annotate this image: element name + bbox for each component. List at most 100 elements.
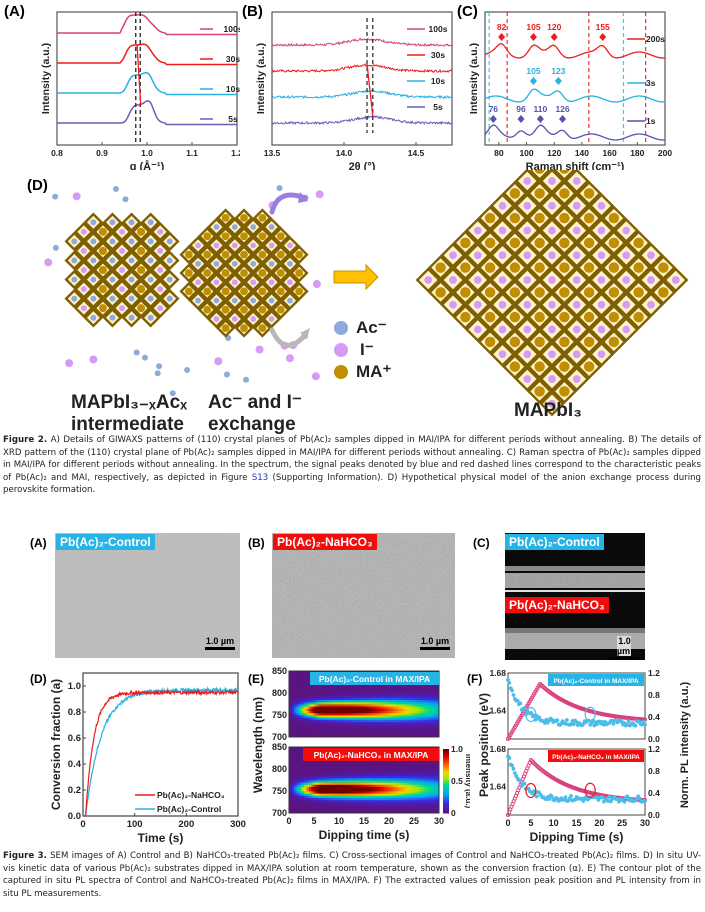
heatmap-cell — [319, 782, 322, 785]
subplot-tag: Pb(Ac)₂-NaHCO₃ in MAX/IPA — [314, 750, 429, 760]
heatmap-cell — [289, 762, 292, 765]
heatmap-cell — [359, 782, 362, 785]
heatmap-cell — [356, 699, 360, 703]
heatmap-cell — [369, 704, 372, 707]
heatmap-cell — [341, 766, 345, 770]
heatmap-cell — [419, 732, 422, 736]
heatmap-cell — [389, 697, 392, 700]
heatmap-cell — [429, 795, 432, 798]
colorbar-segment — [443, 755, 449, 758]
heatmap-cell — [326, 721, 330, 725]
heatmap-cell — [384, 688, 387, 692]
iodide-ion — [498, 350, 507, 359]
heatmap-cell — [396, 771, 400, 774]
heatmap-cell — [391, 708, 395, 711]
heatmap-cell — [376, 701, 380, 705]
heatmap-cell — [424, 775, 427, 779]
heatmap-cell — [301, 755, 305, 759]
heatmap-cell — [409, 706, 412, 709]
heatmap-cell — [426, 715, 430, 718]
heatmap-cell — [334, 769, 337, 772]
heatmap-cell — [434, 721, 437, 725]
heatmap-cell — [426, 795, 430, 798]
heatmap-cell — [331, 806, 335, 809]
heatmap-cell — [336, 802, 340, 805]
heatmap-cell — [299, 804, 302, 807]
heatmap-cell — [341, 686, 345, 689]
heatmap-cell — [409, 764, 412, 768]
heatmap-cell — [431, 721, 435, 725]
heatmap-cell — [344, 697, 347, 700]
heatmap-cell — [296, 747, 300, 750]
heatmap-cell — [311, 708, 315, 711]
heatmap-cell — [294, 753, 297, 757]
heatmap-cell — [324, 795, 327, 798]
heatmap-cell — [329, 693, 332, 696]
heatmap-cell — [384, 732, 387, 736]
heatmap-cell — [359, 788, 362, 792]
heatmap-cell — [374, 784, 377, 787]
heatmap-cell — [316, 717, 320, 720]
heatmap-cell — [381, 708, 385, 711]
heatmap-cell — [344, 693, 347, 696]
heatmap-cell — [329, 773, 332, 776]
acetate-ion — [243, 376, 250, 383]
heatmap-cell — [361, 695, 365, 698]
heatmap-cell — [396, 797, 400, 801]
heatmap-cell — [359, 708, 362, 711]
heatmap-cell — [356, 788, 360, 792]
colorbar-segment — [443, 787, 449, 790]
heatmap-cell — [424, 719, 427, 722]
heatmap-cell — [384, 726, 387, 729]
heatmap-cell — [356, 697, 360, 700]
heatmap-cell — [334, 708, 337, 711]
y-right-tick-label: 0.8 — [648, 766, 660, 776]
heatmap-cell — [369, 719, 372, 722]
heatmap-cell — [359, 699, 362, 703]
heatmap-cell — [354, 775, 357, 779]
heatmap-cell — [354, 799, 357, 803]
heatmap-cell — [394, 721, 397, 725]
heatmap-cell — [379, 701, 382, 705]
heatmap-cell — [369, 712, 372, 716]
ma-cation — [221, 324, 230, 333]
heatmap-cell — [371, 780, 375, 783]
heatmap-cell — [326, 771, 330, 774]
heatmap-cell — [396, 762, 400, 765]
heatmap-cell — [384, 791, 387, 794]
heatmap-cell — [359, 710, 362, 714]
acetate-ion — [195, 260, 201, 267]
heatmap-cell — [374, 795, 377, 798]
heatmap-cell — [396, 701, 400, 705]
series-line-30s — [57, 43, 237, 66]
heatmap-cell — [321, 810, 325, 814]
heatmap-cell — [354, 690, 357, 694]
heatmap-cell — [416, 710, 420, 714]
heatmap-cell — [324, 771, 327, 774]
heatmap-cell — [289, 686, 292, 689]
acetate-ion — [268, 297, 275, 304]
heatmap-cell — [339, 693, 342, 696]
heatmap-cell — [334, 723, 337, 727]
heatmap-cell — [421, 719, 425, 722]
heatmap-cell — [316, 793, 320, 796]
heatmap-cell — [329, 791, 332, 794]
heatmap-cell — [414, 775, 417, 779]
heatmap-cell — [316, 701, 320, 705]
heatmap-cell — [416, 690, 420, 694]
heatmap-cell — [369, 734, 372, 738]
heatmap-cell — [361, 773, 365, 776]
heatmap-cell — [354, 788, 357, 792]
heatmap-cell — [304, 710, 307, 714]
heatmap-cell — [369, 806, 372, 809]
heatmap-cell — [386, 766, 390, 770]
heatmap-cell — [371, 795, 375, 798]
heatmap-cell — [339, 784, 342, 787]
final-octahedron-cell — [526, 170, 553, 182]
heatmap-cell — [349, 782, 352, 785]
iodide-ion — [498, 325, 507, 334]
heatmap-cell — [374, 697, 377, 700]
heatmap-cell — [419, 712, 422, 716]
ma-cation — [509, 262, 521, 273]
figure-s13-link[interactable]: S13 — [251, 472, 269, 483]
